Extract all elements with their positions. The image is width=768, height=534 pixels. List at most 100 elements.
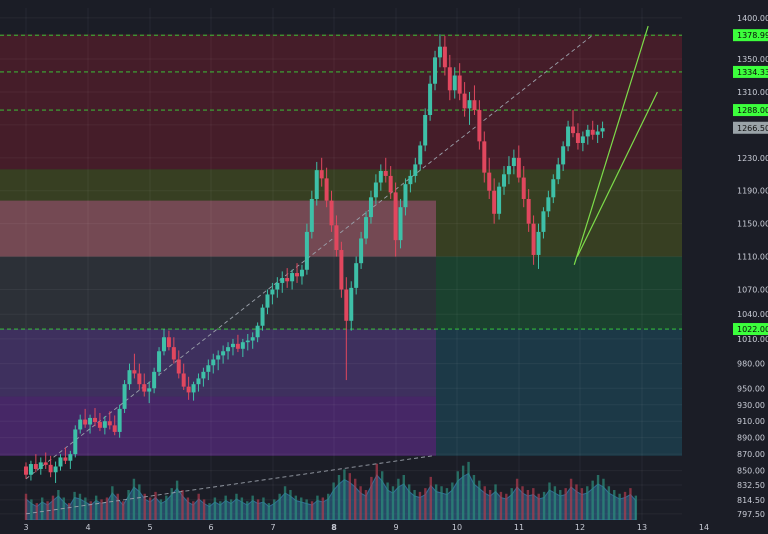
bottom-axis: 3 4 5 6 7 8 9 10 11 12 13 14: [0, 520, 768, 534]
volume-bar: [316, 495, 319, 520]
zone-teal-right-zone: [436, 329, 682, 456]
volume-bar: [586, 486, 589, 520]
y-tick-label: 797.50: [737, 510, 765, 519]
x-tick-label: 10: [452, 523, 462, 532]
volume-bar: [478, 480, 481, 520]
candle-body: [280, 277, 285, 283]
candle-body: [457, 75, 462, 94]
candle-body: [166, 337, 171, 348]
candle-body: [63, 457, 68, 461]
candle-body: [191, 384, 196, 393]
volume-bar: [488, 490, 492, 520]
candle-body: [107, 421, 112, 426]
candle-body: [181, 373, 186, 387]
candle-body: [295, 273, 300, 277]
volume-bar: [348, 473, 352, 520]
candle-body: [235, 343, 240, 349]
volume-bar: [591, 480, 594, 520]
volume-bar: [138, 484, 141, 520]
candle-body: [196, 378, 201, 385]
volume-bar: [623, 491, 627, 520]
x-tick-label: 9: [393, 523, 398, 532]
candle-body: [250, 337, 255, 341]
y-tick-label: 1110.00: [737, 253, 768, 262]
zone-purple-block-lower: [0, 396, 436, 456]
candle-body: [299, 269, 304, 277]
volume-bar: [407, 484, 411, 520]
volume-bar: [67, 503, 71, 520]
volume-bar: [607, 486, 611, 520]
candle-body: [28, 464, 33, 475]
candle-body: [418, 145, 423, 165]
price-level-tag: [733, 65, 768, 78]
price-tag-label: 1334.33: [737, 68, 768, 77]
volume-bar: [143, 493, 146, 520]
volume-bar: [186, 497, 190, 520]
candle-body: [255, 325, 260, 338]
volume-bar: [310, 501, 314, 520]
y-tick-label: 1190.00: [737, 187, 768, 196]
price-level-tag: [733, 104, 768, 117]
volume-bar: [472, 475, 476, 520]
candle-body: [600, 128, 605, 132]
candle-body: [354, 263, 359, 288]
volume-bar: [197, 493, 200, 520]
x-tick-label: 4: [85, 523, 90, 532]
volume-bar: [165, 495, 168, 520]
candle-body: [290, 273, 295, 282]
candles: [24, 34, 605, 483]
volume-bar: [564, 488, 567, 520]
volume-bar: [159, 499, 163, 520]
volume-bar: [240, 497, 244, 520]
volume-bar: [154, 491, 157, 520]
candle-body: [487, 172, 492, 191]
candle-body: [211, 359, 216, 366]
candle-body: [334, 225, 339, 251]
volume-bar: [229, 499, 233, 520]
candle-body: [575, 133, 580, 143]
volume-bar: [84, 497, 87, 520]
volume-bar: [224, 495, 227, 520]
candle-body: [245, 340, 250, 343]
candle-body: [304, 231, 309, 270]
price-tag-label: 1288.00: [737, 106, 768, 115]
y-tick-label: 1040.00: [737, 310, 768, 319]
volume-bar: [429, 476, 432, 520]
price-tag-label: 1378.99: [737, 31, 768, 40]
volume-bar: [445, 488, 449, 520]
candle-body: [58, 457, 63, 467]
volume-bar: [219, 501, 222, 520]
volume-bar: [127, 490, 130, 520]
current-price-tag: [733, 121, 768, 134]
candle-body: [24, 466, 28, 475]
candle-body: [511, 157, 516, 167]
price-level-tag: [733, 29, 768, 42]
volume-bar: [380, 471, 384, 520]
trend-lines: [25, 25, 658, 515]
candle-body: [566, 126, 571, 147]
volume-bar: [289, 490, 292, 520]
volume-bar: [510, 488, 513, 520]
candle-body: [595, 131, 600, 135]
y-tick-label: 1230.00: [737, 154, 768, 163]
volume-bar: [440, 486, 443, 520]
volume-bar: [251, 495, 254, 520]
candle-body: [580, 136, 585, 143]
candle-body: [285, 277, 290, 282]
y-tick-label: 1350.00: [737, 55, 768, 64]
volume-bar: [89, 501, 92, 520]
volume-bar: [391, 486, 395, 520]
candle-body: [137, 373, 142, 385]
candle-body: [497, 186, 502, 214]
volume-bar: [532, 488, 535, 520]
candle-body: [142, 384, 147, 392]
candle-body: [38, 462, 43, 469]
candle-body: [344, 289, 349, 321]
volume-bar: [121, 501, 125, 520]
volume-bar: [370, 476, 373, 520]
volume-bar: [327, 493, 330, 520]
candle-body: [388, 175, 393, 193]
candle-body: [556, 164, 561, 180]
volume-bar: [375, 463, 378, 520]
right-axis-bg: [682, 0, 768, 534]
